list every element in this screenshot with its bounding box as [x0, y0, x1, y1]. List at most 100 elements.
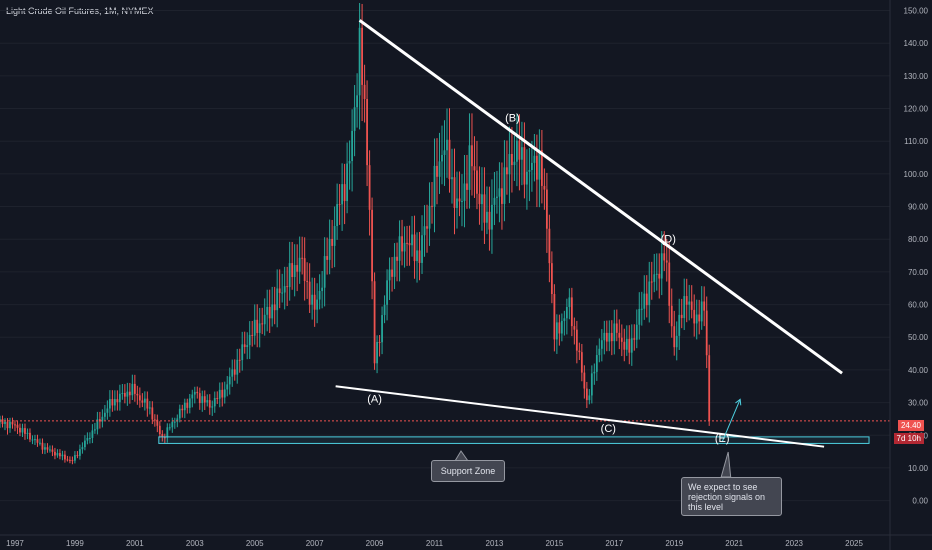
- candle-body: [388, 269, 391, 281]
- candle-body: [411, 234, 413, 246]
- candle-body: [705, 310, 708, 356]
- candle-body: [11, 421, 14, 425]
- candle-body: [685, 296, 688, 305]
- candle-body: [381, 315, 383, 343]
- candle-body: [496, 196, 498, 198]
- candle-body: [231, 369, 234, 377]
- candle-body: [418, 250, 421, 263]
- candle-body: [158, 425, 161, 435]
- candle-body: [291, 263, 294, 278]
- y-tick-label: 60.00: [908, 301, 929, 310]
- candle-body: [446, 139, 448, 151]
- candle-body: [76, 455, 79, 457]
- candle-body: [433, 165, 436, 207]
- x-tick-label: 1997: [6, 539, 24, 548]
- y-tick-label: 40.00: [908, 366, 929, 375]
- candle-body: [348, 160, 351, 164]
- candle-body: [358, 27, 361, 96]
- candle-body: [563, 318, 566, 321]
- support-zone-label: Support Zone: [431, 460, 505, 482]
- candle-body: [673, 326, 676, 348]
- candle-body: [461, 200, 463, 202]
- candle-body: [543, 185, 546, 190]
- candle-body: [221, 389, 224, 398]
- candle-body: [121, 393, 124, 395]
- candle-body: [126, 391, 129, 397]
- candle-body: [318, 290, 321, 300]
- candle-body: [438, 161, 441, 177]
- candle-body: [363, 84, 366, 100]
- candle-body: [163, 437, 166, 439]
- candle-body: [29, 432, 31, 440]
- candle-body: [635, 324, 638, 340]
- candle-body: [610, 332, 613, 342]
- candle-body: [31, 439, 34, 441]
- candle-body: [670, 305, 673, 327]
- candle-body: [366, 99, 368, 166]
- candle-body: [71, 460, 74, 462]
- candle-body: [138, 395, 141, 401]
- candle-body: [431, 205, 433, 207]
- candle-body: [550, 263, 553, 295]
- candle-body: [478, 193, 481, 205]
- candle-body: [421, 235, 423, 263]
- candle-body: [216, 398, 219, 400]
- x-tick-label: 2021: [725, 539, 743, 548]
- candle-body: [598, 348, 601, 356]
- candle-body: [416, 250, 418, 262]
- candle-body: [298, 257, 301, 272]
- candle-body: [46, 447, 49, 450]
- candle-body: [648, 281, 651, 306]
- x-tick-label: 2011: [426, 539, 444, 548]
- candle-body: [226, 384, 229, 390]
- candle-body: [193, 391, 196, 395]
- x-tick-label: 1999: [66, 539, 84, 548]
- note-pointer: [720, 451, 732, 478]
- candle-body: [506, 167, 508, 175]
- candle-body: [453, 177, 456, 208]
- candle-body: [526, 171, 528, 185]
- candle-body: [456, 198, 458, 208]
- candle-body: [533, 155, 536, 163]
- wave-label: (B): [505, 113, 520, 125]
- candle-body: [116, 399, 119, 403]
- candle-body: [148, 407, 151, 409]
- candle-body: [398, 236, 401, 261]
- x-tick-label: 2001: [126, 539, 144, 548]
- candle-body: [173, 421, 176, 423]
- candle-body: [570, 297, 573, 327]
- candle-body: [580, 352, 583, 373]
- candle-body: [166, 427, 169, 438]
- candle-body: [356, 95, 358, 108]
- candle-body: [206, 400, 209, 403]
- candle-body: [336, 204, 339, 226]
- candle-body: [396, 256, 398, 261]
- candle-body: [376, 341, 378, 364]
- candle-body: [488, 211, 491, 230]
- candle-body: [368, 165, 371, 210]
- arrow-head: [735, 398, 742, 406]
- candle-body: [258, 323, 261, 333]
- candle-body: [321, 287, 324, 291]
- y-tick-label: 30.00: [908, 399, 929, 408]
- candle-body: [161, 434, 164, 438]
- candle-body: [463, 183, 466, 201]
- candle-body: [271, 304, 274, 319]
- candle-body: [51, 449, 54, 452]
- candle-body: [708, 355, 711, 421]
- candle-body: [136, 393, 139, 396]
- candle-body: [331, 238, 334, 246]
- x-tick-label: 2007: [306, 539, 324, 548]
- candle-body: [593, 371, 596, 374]
- candle-body: [49, 449, 51, 451]
- candle-body: [91, 430, 94, 438]
- candle-body: [146, 398, 149, 409]
- y-tick-label: 70.00: [908, 268, 929, 277]
- candle-body: [680, 314, 683, 319]
- candle-body: [633, 338, 636, 340]
- candle-body: [81, 447, 84, 450]
- candle-body: [665, 260, 668, 263]
- candle-body: [26, 432, 29, 434]
- candle-body: [88, 437, 91, 439]
